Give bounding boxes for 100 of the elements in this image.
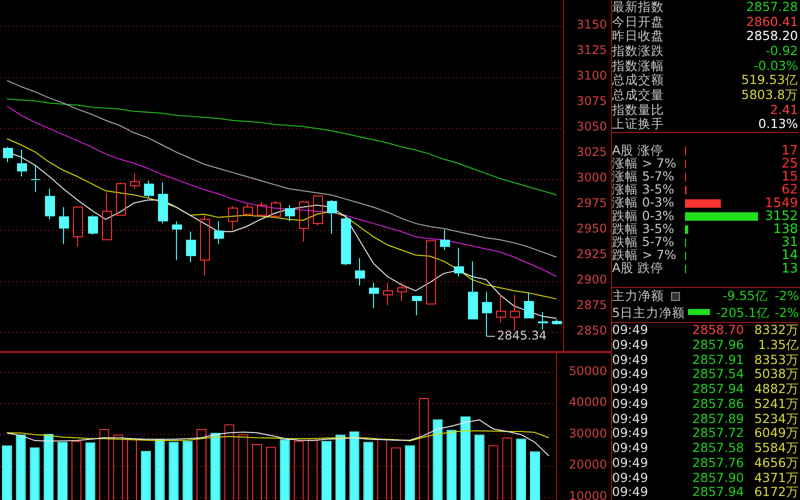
candlestick [73, 206, 83, 248]
y-tick-label: 50000 [568, 364, 608, 378]
y-tick-label: 2900 [576, 272, 608, 287]
y-tick-label: 跌幅 3-5% [612, 220, 674, 236]
text: 4656万 [753, 454, 799, 470]
text: 4371万 [753, 470, 799, 486]
candlestick [59, 206, 69, 244]
text: 2.41 [769, 102, 798, 118]
candlestick [130, 172, 140, 190]
text: 2857.90 [691, 470, 744, 486]
candlestick [496, 294, 506, 323]
text: 6049万 [753, 425, 799, 441]
text: 09:49 [612, 410, 650, 426]
candlestick [172, 220, 182, 261]
text: 2857.89 [691, 410, 744, 426]
candlestick [510, 294, 520, 332]
text: 2857.94 [691, 484, 744, 500]
y-tick-label: 涨幅 0-3% [612, 194, 674, 210]
y-tick-label: 3150 [576, 18, 608, 32]
y-tick-label: 3125 [576, 43, 608, 58]
candlestick [186, 231, 196, 263]
bar [685, 212, 758, 221]
y-tick-label: 3000 [576, 170, 608, 185]
text: 09:49 [612, 336, 650, 352]
text: 昨日收盘 [612, 28, 665, 44]
text: 09:49 [612, 484, 650, 500]
candlestick [369, 282, 379, 309]
text: 5803.8万 [740, 86, 798, 103]
text: -2% [774, 304, 799, 322]
y-tick-label: 跌幅 0-3% [612, 208, 674, 223]
data-label: 13 [781, 261, 798, 276]
y-tick-label: A股 涨停 [612, 142, 664, 158]
candlestick [228, 206, 238, 230]
candlestick [341, 214, 351, 266]
y-tick-label: 2925 [576, 247, 608, 262]
text: 今日开盘 [612, 14, 665, 30]
bar [685, 199, 721, 208]
text: 最新指数 [612, 0, 665, 15]
candlestick [468, 260, 478, 320]
candlestick [144, 180, 154, 198]
candlestick [17, 149, 27, 178]
candlestick [454, 247, 464, 277]
data-label: 62 [781, 182, 798, 198]
text: 4882万 [753, 381, 799, 397]
text: 指数量比 [612, 102, 665, 118]
candlestick [412, 296, 422, 316]
text: 8332万 [753, 322, 799, 338]
text: 09:49 [612, 454, 650, 470]
text: 2857.86 [691, 396, 744, 412]
candlestick [158, 182, 168, 224]
text: 5日主力净额 [612, 304, 686, 322]
text: 519.53亿 [740, 72, 798, 88]
data-label: 31 [781, 235, 798, 250]
candlestick [30, 164, 40, 192]
text: 2860.41 [745, 14, 798, 30]
text: 09:49 [612, 366, 650, 382]
candlestick [299, 200, 309, 242]
candlestick [214, 220, 224, 244]
text: -205.1亿 [716, 304, 770, 322]
data-label: 3152 [764, 208, 798, 224]
text: 2857.94 [691, 381, 744, 397]
text: 指数涨幅 [612, 58, 665, 74]
text: 主力净额 [612, 288, 665, 305]
candlestick [200, 214, 210, 276]
text: 总成交额 [612, 72, 665, 88]
text: 09:49 [612, 381, 650, 397]
y-tick-label: 3100 [576, 68, 608, 83]
data-label: 17 [781, 143, 798, 158]
data-label: 25 [781, 156, 798, 172]
text: 09:49 [612, 470, 650, 486]
candlestick [327, 199, 337, 234]
y-tick-label: 30000 [568, 426, 608, 440]
text: 1.35亿 [757, 336, 799, 352]
data-label: 14 [781, 248, 798, 264]
y-tick-label: 2850 [576, 324, 608, 338]
text: 2857.76 [691, 454, 744, 470]
text: 2857.91 [691, 352, 744, 368]
y-tick-label: 涨幅 3-5% [612, 182, 674, 197]
y-tick-label: 40000 [568, 395, 608, 410]
y-tick-label: 3075 [576, 94, 608, 108]
text: 8353万 [753, 352, 799, 368]
text: -0.92 [764, 42, 798, 59]
y-tick-label: 2875 [576, 298, 608, 312]
text: 上证换手 [612, 116, 665, 132]
text: 5038万 [753, 366, 799, 382]
text: -2% [774, 288, 799, 305]
text: 0.13% [757, 116, 798, 132]
text: 09:49 [612, 396, 650, 412]
y-tick-label: 跌幅 > 7% [612, 247, 676, 262]
y-tick-label: 3050 [576, 120, 608, 134]
candlestick [45, 188, 55, 220]
text: 2857.72 [691, 425, 744, 441]
data-label: 1549 [764, 196, 798, 211]
candlestick [440, 229, 450, 250]
text: 2857.58 [691, 440, 744, 456]
text: 总成交量 [612, 86, 665, 103]
y-tick-label: 2950 [576, 222, 608, 236]
candlestick [88, 214, 98, 236]
text: 2857.96 [691, 336, 744, 352]
y-tick-label: 3025 [576, 145, 608, 160]
